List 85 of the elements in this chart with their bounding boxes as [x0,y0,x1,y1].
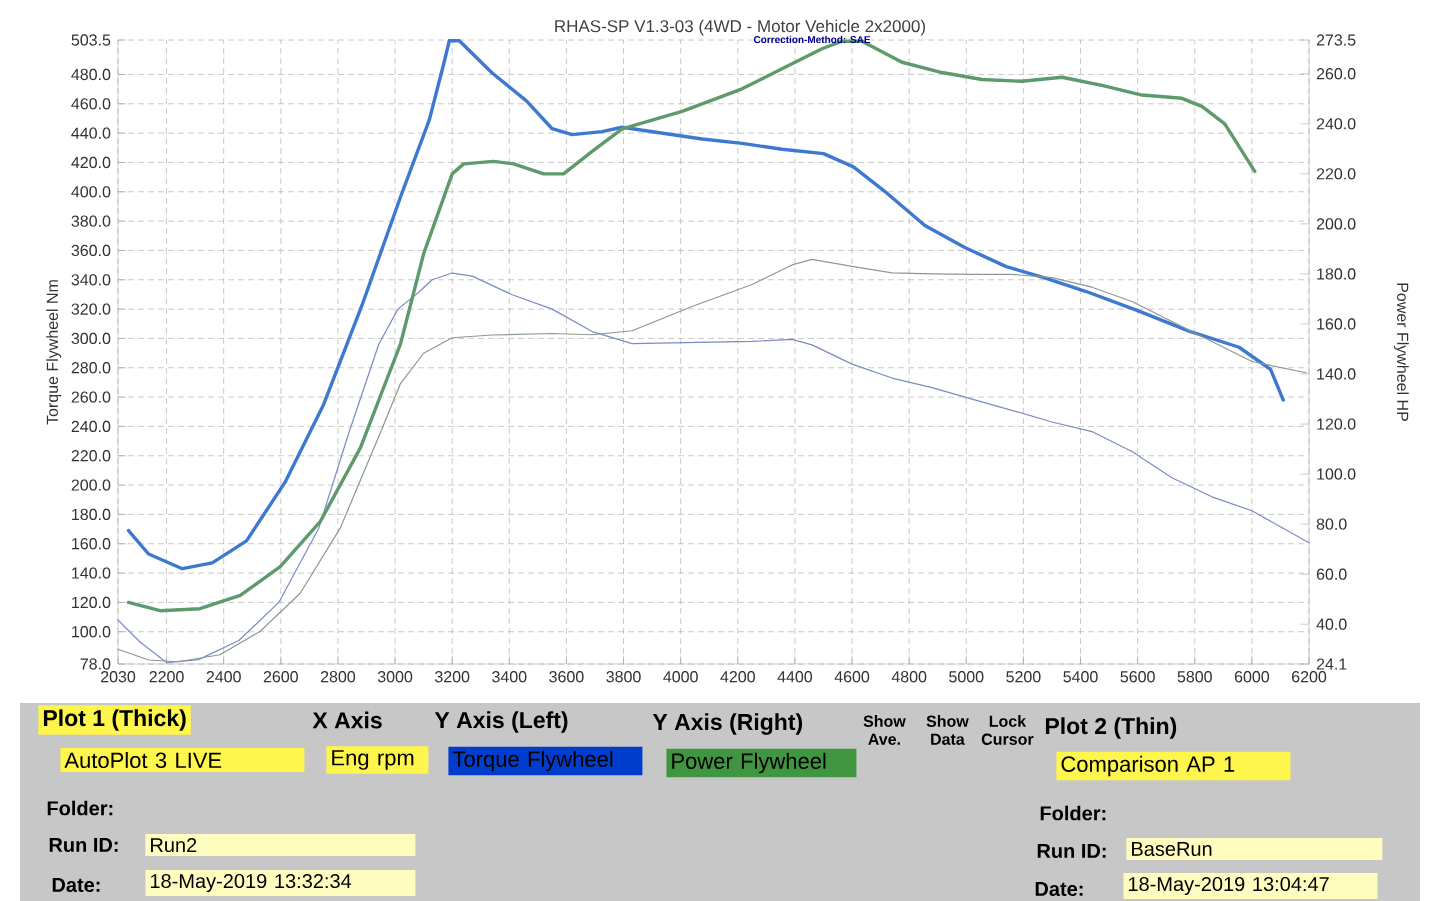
x-tick-label: 5000 [949,671,984,683]
x-tick-label: 4400 [777,671,813,683]
text: BaseRun [1132,842,1212,856]
y-tick-label: 120.0 [72,596,111,609]
x-tick-label: 6200 [1292,671,1327,683]
x-tick-label: 4600 [834,671,870,683]
y-tick-label: 340.0 [71,274,111,286]
text: Folder: [47,800,113,816]
text: Power Flywheel [672,752,826,774]
y2-tick-label: 80.0 [1316,518,1347,530]
y-tick-label: 360.0 [71,244,111,257]
text: Run2 [151,837,197,853]
y-axis-title: Torque Flywheel Nm [46,280,62,425]
y2-tick-label: 40.0 [1316,618,1347,630]
text: Plot 1 (Thick) [43,709,186,731]
y-tick-label: 160.0 [72,538,111,550]
x-tick-label: 2200 [149,671,184,683]
text: 18-May-2019 13:32:34 [150,873,352,893]
x-tick-label: 3200 [434,671,470,683]
y-tick-label: 260.0 [71,391,111,403]
y2-tick-label: 180.0 [1317,268,1356,280]
text: Lock Cursor [981,715,1034,745]
text: Run ID: [1037,844,1106,858]
text: Folder: [1040,805,1106,821]
y-tick-label: 400.0 [71,186,111,198]
x-tick-label: 6000 [1234,671,1270,683]
y2-tick-label: 120.0 [1317,418,1356,430]
text: Date: [1035,882,1083,896]
x-tick-label: 3400 [492,671,527,683]
text: Show Ave. [863,715,906,745]
text: Torque Flywheel [452,750,613,772]
y2-tick-label: 273.5 [1316,34,1356,46]
y2-tick-label: 220.0 [1316,168,1356,180]
text: Plot 2 (Thin) [1045,717,1177,739]
y-tick-label: 460.0 [71,98,111,110]
y-tick-label: 140.0 [72,567,111,579]
y-tick-label: 420.0 [71,156,111,169]
text: Y Axis (Right) [652,713,803,735]
text: X Axis [312,711,382,729]
chart-subtitle: Correction-Method: SAE [753,35,871,44]
text: AutoPlot 3 LIVE [64,751,222,769]
x-tick-label: 3600 [549,671,584,683]
y2-axis-title: Power Flywheel HP [1393,283,1409,421]
x-tick-label: 5400 [1063,671,1098,683]
x-tick-label: 5200 [1006,671,1041,683]
text: Eng rpm [332,750,414,770]
x-tick-label: 2400 [206,671,241,683]
y-tick-label: 220.0 [71,450,111,462]
y2-tick-label: 24.1 [1316,658,1347,670]
x-tick-label: 3000 [377,671,413,683]
y-tick-label: 78.0 [80,658,111,670]
y-tick-label: 300.0 [71,332,111,345]
chart-title: RHAS-SP V1.3-03 (4WD - Motor Vehicle 2x2000) [555,19,926,36]
text: Y Axis (Left) [434,711,568,733]
y2-tick-label: 160.0 [1317,318,1356,330]
text: 18-May-2019 13:04:47 [1128,876,1329,896]
y-tick-label: 180.0 [72,508,111,521]
x-tick-label: 5600 [1120,671,1155,683]
y-tick-label: 320.0 [71,303,111,315]
x-tick-label: 4800 [891,671,927,683]
text: Comparison AP 1 [1061,755,1235,777]
text: Date: [52,878,100,892]
y-tick-label: 503.5 [71,34,111,46]
y-tick-label: 200.0 [71,479,111,491]
x-tick-label: 2030 [101,671,136,683]
x-tick-label: 3800 [606,671,641,683]
y-tick-label: 380.0 [71,215,111,227]
y2-tick-label: 260.0 [1316,68,1356,80]
x-tick-label: 2800 [320,671,356,683]
y2-tick-label: 100.0 [1317,468,1356,480]
text: Show Data [926,715,969,745]
x-tick-label: 4000 [663,671,698,683]
y-tick-label: 240.0 [71,420,111,433]
text: Run ID: [49,838,118,852]
y-tick-label: 440.0 [71,127,111,139]
y-tick-label: 100.0 [72,626,111,638]
y2-tick-label: 140.0 [1317,368,1356,380]
y-tick-label: 280.0 [71,362,111,374]
x-tick-label: 5800 [1177,671,1212,683]
y2-tick-label: 240.0 [1316,118,1356,130]
y-tick-label: 480.0 [71,68,111,81]
y2-tick-label: 60.0 [1316,568,1347,580]
x-tick-label: 4200 [720,671,755,683]
x-tick-label: 2600 [263,671,298,683]
y2-tick-label: 200.0 [1316,218,1356,230]
